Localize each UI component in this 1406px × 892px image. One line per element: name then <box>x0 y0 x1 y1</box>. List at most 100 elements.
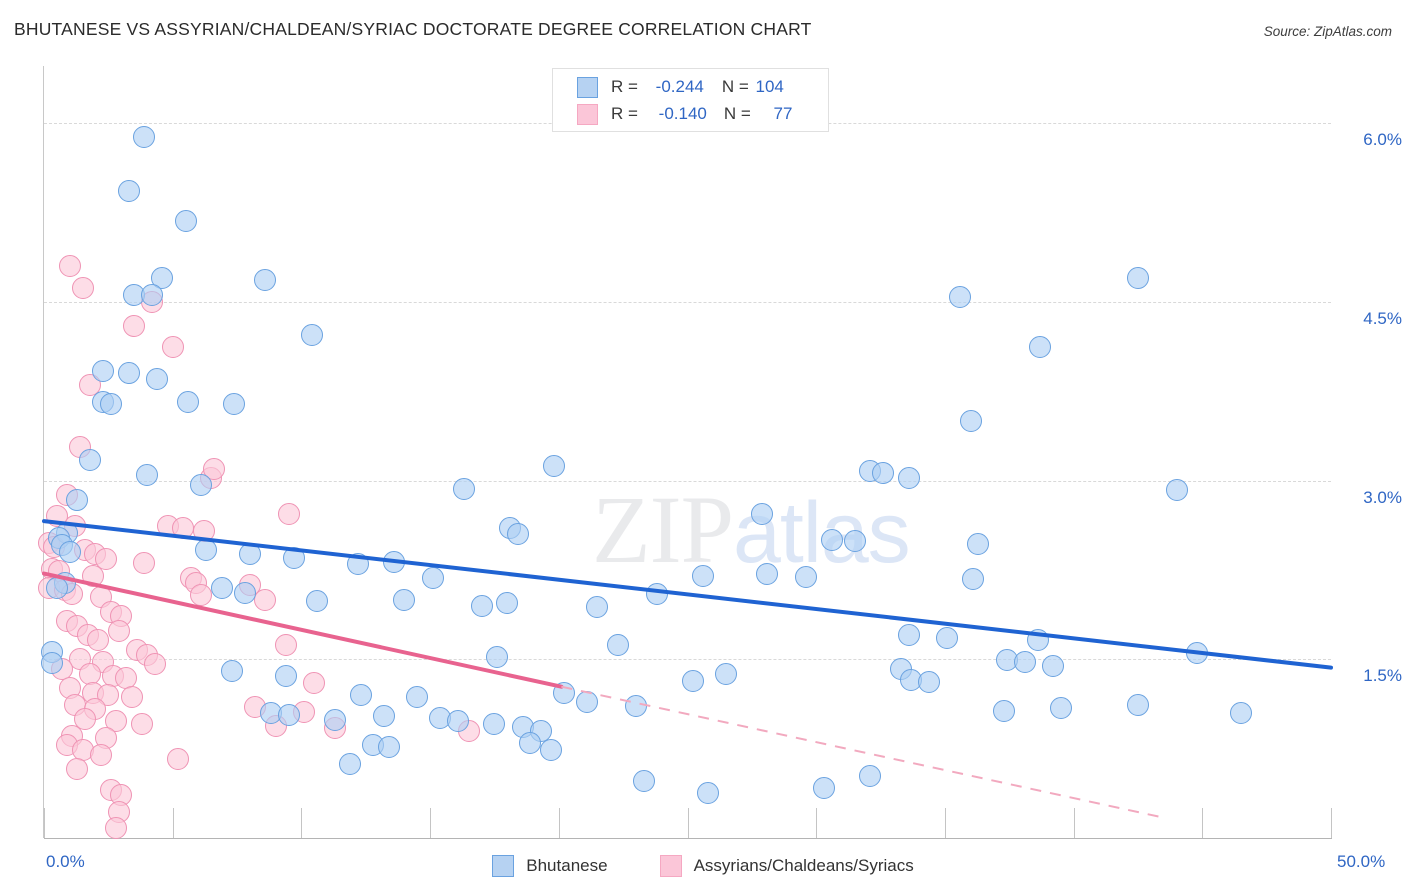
zipatlas-watermark: ZIPatlas <box>592 474 911 585</box>
scatter-point <box>233 581 256 604</box>
stats-r-label-blue: R = <box>611 77 643 96</box>
scatter-point <box>347 552 370 575</box>
scatter-point <box>1165 479 1188 502</box>
scatter-point <box>820 529 843 552</box>
scatter-point <box>40 651 63 674</box>
scatter-point <box>506 523 529 546</box>
series-legend: Bhutanese Assyrians/Chaldeans/Syriacs <box>0 846 1406 886</box>
scatter-point <box>105 710 128 733</box>
legend-item-assyrian[interactable]: Assyrians/Chaldeans/Syriacs <box>659 855 914 877</box>
scatter-point <box>274 634 297 656</box>
scatter-point <box>918 670 941 693</box>
scatter-point <box>323 709 346 732</box>
scatter-point <box>305 589 328 612</box>
plot-area: ZIPatlas <box>38 66 1331 840</box>
scatter-point <box>632 769 655 792</box>
scatter-point <box>87 629 110 652</box>
scatter-point <box>274 664 297 687</box>
scatter-point <box>254 588 277 611</box>
scatter-point <box>105 817 128 840</box>
gridline <box>44 301 1331 303</box>
scatter-point <box>936 626 959 649</box>
scatter-point <box>300 324 323 347</box>
scatter-point <box>66 757 89 780</box>
scatter-point <box>117 180 140 203</box>
gridline <box>44 659 1331 661</box>
scatter-point <box>123 314 146 337</box>
stats-n-label-pink: N = <box>723 104 756 123</box>
watermark-zip-text: ZIP <box>592 476 734 583</box>
y-axis-tick-label: 3.0% <box>1363 487 1402 507</box>
scatter-point <box>146 368 169 391</box>
scatter-point <box>303 672 326 695</box>
scatter-point <box>58 541 81 564</box>
scatter-point <box>190 474 212 497</box>
scatter-point <box>470 594 493 617</box>
assyrian-legend-swatch-icon <box>659 855 682 877</box>
scatter-point <box>452 477 475 500</box>
scatter-point <box>794 566 817 589</box>
scatter-point <box>133 126 156 149</box>
bhutanese-legend-label: Bhutanese <box>526 856 608 875</box>
scatter-point <box>393 588 416 611</box>
scatter-point <box>1126 267 1149 290</box>
scatter-point <box>586 595 609 618</box>
scatter-point <box>141 283 164 306</box>
scatter-point <box>1013 650 1036 673</box>
scatter-point <box>372 705 395 728</box>
x-axis-tick <box>1202 808 1203 838</box>
x-axis-line <box>44 838 1332 839</box>
y-axis-line <box>43 66 44 838</box>
scatter-point <box>1026 629 1049 652</box>
scatter-point <box>99 393 122 416</box>
scatter-point <box>959 410 982 433</box>
stats-n-value-pink: 77 <box>773 104 793 123</box>
stats-r-value-pink: -0.140 <box>658 104 707 123</box>
scatter-point <box>421 567 444 590</box>
scatter-point <box>1049 697 1072 720</box>
scatter-point <box>1029 336 1052 359</box>
scatter-point <box>202 457 225 480</box>
scatter-point <box>377 736 400 759</box>
assyrian-legend-label: Assyrians/Chaldeans/Syriacs <box>693 856 914 875</box>
scatter-point <box>277 704 300 727</box>
scatter-point <box>171 517 194 540</box>
scatter-point <box>962 568 985 591</box>
scatter-point <box>843 530 866 553</box>
scatter-point <box>483 712 506 735</box>
x-axis-tick <box>559 808 560 838</box>
scatter-point <box>238 543 261 566</box>
scatter-point <box>133 551 156 574</box>
legend-item-bhutanese[interactable]: Bhutanese <box>492 855 608 877</box>
scatter-point <box>552 681 575 704</box>
scatter-point <box>166 748 189 771</box>
scatter-point <box>897 624 920 647</box>
x-axis-tick <box>173 808 174 838</box>
scatter-point <box>177 390 200 413</box>
scatter-point <box>174 209 197 232</box>
scatter-point <box>161 336 184 359</box>
scatter-point <box>117 362 140 385</box>
scatter-point <box>282 547 305 570</box>
scatter-point <box>406 686 429 709</box>
scatter-point <box>645 582 668 605</box>
scatter-point <box>993 699 1016 722</box>
scatter-point <box>949 286 972 309</box>
scatter-point <box>74 707 97 730</box>
x-axis-tick <box>688 808 689 838</box>
x-axis-tick <box>1074 808 1075 838</box>
scatter-point <box>681 669 704 692</box>
scatter-point <box>383 550 406 573</box>
scatter-point <box>135 463 158 486</box>
scatter-point <box>756 562 779 585</box>
scatter-point <box>625 694 648 717</box>
scatter-point <box>71 276 94 299</box>
scatter-point <box>349 684 372 707</box>
scatter-point <box>223 393 246 416</box>
x-axis-tick <box>1331 808 1332 838</box>
scatter-point <box>812 776 835 799</box>
scatter-point <box>519 731 542 754</box>
scatter-point <box>715 662 738 685</box>
scatter-point <box>1186 642 1209 665</box>
